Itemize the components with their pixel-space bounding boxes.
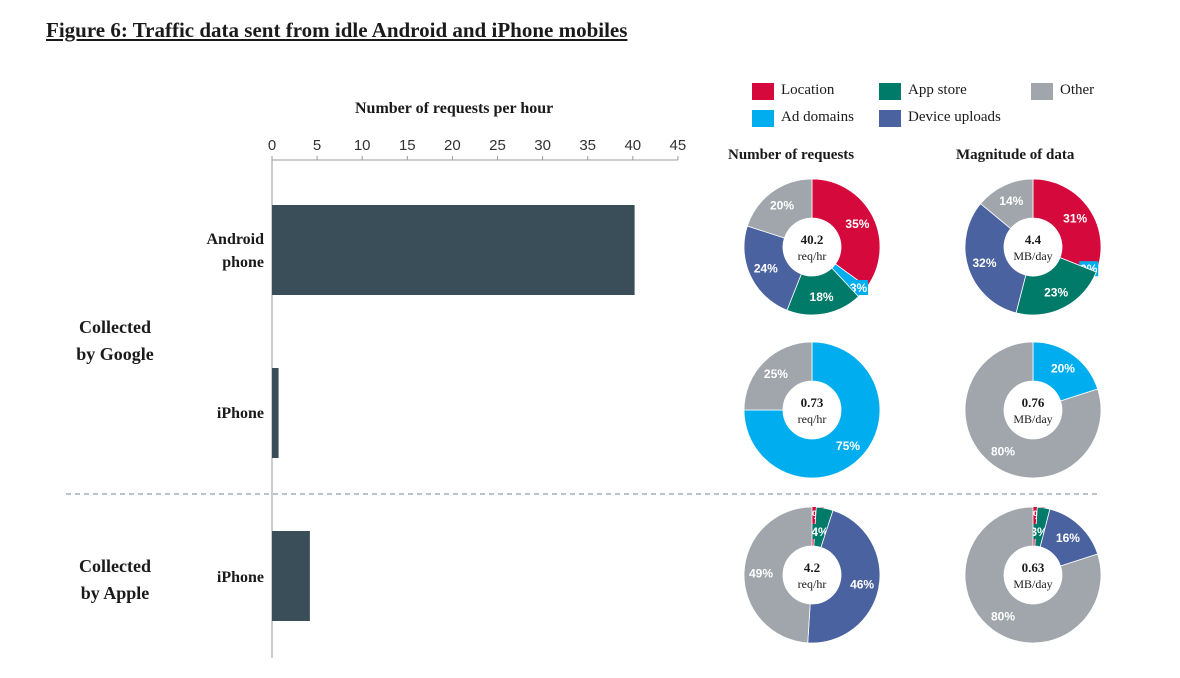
legend-label-device-uploads: Device uploads — [908, 109, 1001, 125]
pie-label-google-android-magnitude-other: 14% — [999, 194, 1023, 208]
bar-x-tick-label: 35 — [579, 137, 596, 154]
pie-center-unit-google-iphone-magnitude: MB/day — [1013, 412, 1052, 426]
pie-label-google-android-requests-device-uploads: 24% — [754, 262, 778, 276]
legend-label-app-store: App store — [908, 82, 967, 98]
legend-label-location: Location — [781, 82, 835, 98]
pie-center-unit-apple-iphone-requests: req/hr — [798, 577, 827, 591]
pie-center-unit-google-iphone-requests: req/hr — [798, 412, 827, 426]
legend-swatch-ad-domains — [752, 110, 774, 127]
pie-slice-google-iphone-requests-other — [743, 341, 813, 411]
bar-category-label-android: Android phone — [206, 231, 264, 271]
pie-label-google-iphone-requests-other: 25% — [764, 367, 788, 381]
pie-label-apple-iphone-magnitude-other: 80% — [991, 609, 1015, 623]
column-header-requests: Number of requests — [728, 147, 855, 163]
pie-label-google-android-magnitude-device-uploads: 32% — [972, 256, 996, 270]
pie-label-google-iphone-magnitude-other: 80% — [991, 444, 1015, 458]
pie-slice-google-iphone-magnitude-other — [964, 341, 1102, 479]
pie-center-value-apple-iphone-magnitude: 0.63 — [1022, 560, 1045, 575]
pie-slice-google-android-magnitude-device-uploads — [964, 203, 1027, 314]
pie-label-apple-iphone-requests-other: 49% — [749, 566, 773, 580]
bar-x-tick-label: 10 — [354, 137, 371, 154]
bar-category-label-google-iphone: iPhone — [216, 405, 264, 422]
pie-center-value-google-android-magnitude: 4.4 — [1025, 232, 1042, 247]
pie-slice-google-android-magnitude-other — [980, 178, 1034, 230]
bar-x-tick-label: 45 — [670, 137, 687, 154]
pie-slice-google-android-requests-device-uploads — [743, 225, 802, 311]
bar-x-tick-label: 40 — [624, 137, 641, 154]
pie-label-google-android-requests-location: 35% — [845, 217, 869, 231]
group-label-apple: Collected by Apple — [79, 556, 151, 603]
legend-label-ad-domains: Ad domains — [781, 109, 854, 125]
pie-label-apple-iphone-magnitude-device-uploads: 16% — [1056, 531, 1080, 545]
legend-label-other: Other — [1060, 82, 1095, 98]
pie-center-value-google-iphone-magnitude: 0.76 — [1022, 395, 1045, 410]
legend-swatch-location — [752, 83, 774, 100]
bar-axis-title: Number of requests per hour — [355, 100, 554, 117]
pie-slice-apple-iphone-requests-device-uploads — [807, 509, 881, 644]
pie-center-value-apple-iphone-requests: 4.2 — [804, 560, 820, 575]
pie-center-unit-apple-iphone-magnitude: MB/day — [1013, 577, 1052, 591]
pie-label-google-iphone-magnitude-ad-domains: 20% — [1051, 362, 1075, 376]
pie-center-value-google-iphone-requests: 0.73 — [801, 395, 824, 410]
legend-swatch-app-store — [879, 83, 901, 100]
pie-slice-apple-iphone-requests-other — [743, 506, 813, 644]
bar-x-tick-label: 0 — [268, 137, 276, 154]
pie-center-unit-google-android-requests: req/hr — [798, 249, 827, 263]
pie-label-google-android-requests-app-store: 18% — [810, 290, 834, 304]
bar-x-tick-label: 15 — [399, 137, 416, 154]
pie-label-google-iphone-requests-ad-domains: 75% — [836, 439, 860, 453]
pie-label-google-android-magnitude-app-store: 23% — [1044, 285, 1068, 299]
pie-label-apple-iphone-requests-device-uploads: 46% — [850, 578, 874, 592]
pie-center-unit-google-android-magnitude: MB/day — [1013, 249, 1052, 263]
bar-android-google — [272, 205, 635, 295]
pie-slice-apple-iphone-magnitude-other — [964, 506, 1102, 644]
bar-x-tick-label: 25 — [489, 137, 506, 154]
bar-x-tick-label: 5 — [313, 137, 321, 154]
bar-iphone-apple — [272, 531, 310, 621]
legend-swatch-device-uploads — [879, 110, 901, 127]
bar-x-tick-label: 30 — [534, 137, 551, 154]
pie-slice-google-android-requests-location — [811, 178, 881, 288]
column-header-magnitude: Magnitude of data — [956, 147, 1075, 163]
pie-slice-google-android-magnitude-location — [1032, 178, 1102, 273]
legend-swatch-other — [1031, 83, 1053, 100]
bar-x-tick-label: 20 — [444, 137, 461, 154]
pie-label-google-android-requests-other: 20% — [770, 199, 794, 213]
group-label-google: Collected by Google — [76, 317, 154, 364]
bar-category-label-apple-iphone: iPhone — [216, 569, 264, 586]
pie-slice-google-iphone-requests-ad-domains — [743, 341, 881, 479]
pie-label-google-android-magnitude-location: 31% — [1063, 211, 1087, 225]
pie-slice-google-android-magnitude-app-store — [1015, 257, 1097, 316]
pie-slice-google-android-requests-other — [746, 178, 813, 239]
figure-title: Figure 6: Traffic data sent from idle An… — [46, 18, 628, 42]
bar-iphone-google — [272, 368, 279, 458]
pie-center-value-google-android-requests: 40.2 — [801, 232, 824, 247]
